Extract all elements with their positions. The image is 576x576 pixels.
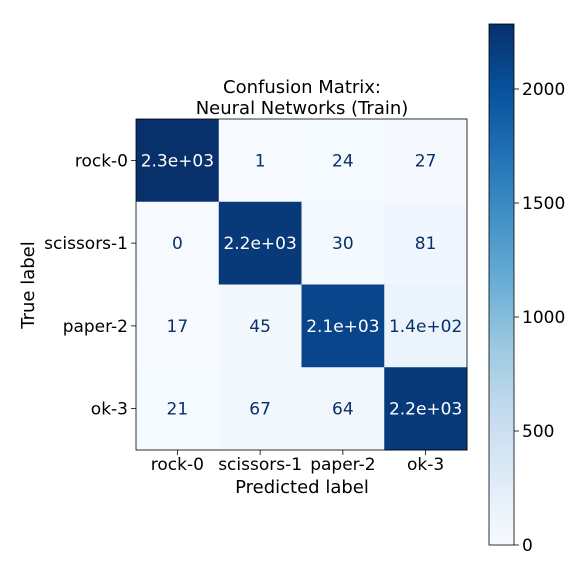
x-tick-label: ok-3 [407, 455, 444, 475]
matrix-cell [301, 201, 385, 285]
matrix-cell [384, 284, 468, 368]
chart-title-line-2: Neural Networks (Train) [196, 98, 409, 119]
matrix-cell [384, 201, 468, 285]
matrix-cell-label: 2.2e+03 [223, 234, 296, 254]
matrix-cell-label: 64 [332, 400, 354, 420]
x-tick-label: rock-0 [151, 455, 204, 475]
matrix-cell-label: 27 [415, 151, 437, 171]
matrix-cell-label: 17 [167, 317, 189, 337]
matrix-cell-label: 1.4e+02 [389, 317, 462, 337]
matrix-frame [135, 118, 468, 451]
matrix-cell [384, 119, 468, 203]
colorbar-tick-label: 500 [522, 422, 554, 442]
colorbar-ticks: 0 500 1000 1500 2000 [514, 80, 565, 556]
colorbar-gradient [488, 23, 515, 546]
matrix-cell-label: 67 [249, 400, 271, 420]
matrix-cell [301, 284, 385, 368]
y-axis-ticks: rock-0 scissors-1 paper-2 ok-3 [44, 151, 136, 420]
matrix-cell-label: 81 [415, 234, 437, 254]
chart-title: Confusion Matrix: Neural Networks (Train… [196, 77, 409, 119]
matrix-cell [384, 367, 468, 451]
colorbar-tick-label: 1500 [522, 194, 565, 214]
x-axis-label: Predicted label [235, 477, 369, 498]
colorbar: 0 500 1000 1500 2000 [488, 23, 565, 556]
y-axis-label: True label [18, 241, 39, 330]
matrix-cell-label: 2.3e+03 [141, 151, 214, 171]
matrix-cell-label: 1 [255, 151, 266, 171]
matrix-cell [218, 367, 302, 451]
y-tick-label: paper-2 [63, 317, 128, 337]
chart-title-line-1: Confusion Matrix: [223, 77, 381, 98]
x-tick-label: scissors-1 [218, 455, 302, 475]
matrix-cell-labels: 2.3e+03 1 24 27 0 2.2e+03 30 81 17 45 2.1e+03 1.4e+… [141, 151, 463, 419]
matrix-cell-label: 2.2e+03 [389, 400, 462, 420]
matrix-cell-label: 2.1e+03 [306, 317, 379, 337]
matrix-cell [218, 119, 302, 203]
matrix-cell [301, 367, 385, 451]
matrix-cell [136, 119, 220, 203]
matrix-cell-label: 24 [332, 151, 354, 171]
matrix-cells [136, 119, 468, 451]
matrix-cell [136, 367, 220, 451]
colorbar-tick-label: 2000 [522, 80, 565, 100]
x-axis-ticks: rock-0 scissors-1 paper-2 ok-3 [151, 450, 444, 475]
colorbar-tick-label: 1000 [522, 308, 565, 328]
matrix-cell-label: 0 [172, 234, 183, 254]
matrix-cell [218, 284, 302, 368]
colorbar-tick-label: 0 [522, 536, 533, 556]
y-tick-label: ok-3 [91, 400, 128, 420]
matrix-cell-label: 45 [249, 317, 271, 337]
matrix-cell-label: 21 [167, 400, 189, 420]
matrix-cell [136, 284, 220, 368]
matrix-cell [218, 201, 302, 285]
x-tick-label: paper-2 [310, 455, 375, 475]
y-tick-label: rock-0 [75, 151, 128, 171]
matrix-cell-label: 30 [332, 234, 354, 254]
matrix-cell [301, 119, 385, 203]
matrix-cell [136, 201, 220, 285]
y-tick-label: scissors-1 [44, 234, 128, 254]
